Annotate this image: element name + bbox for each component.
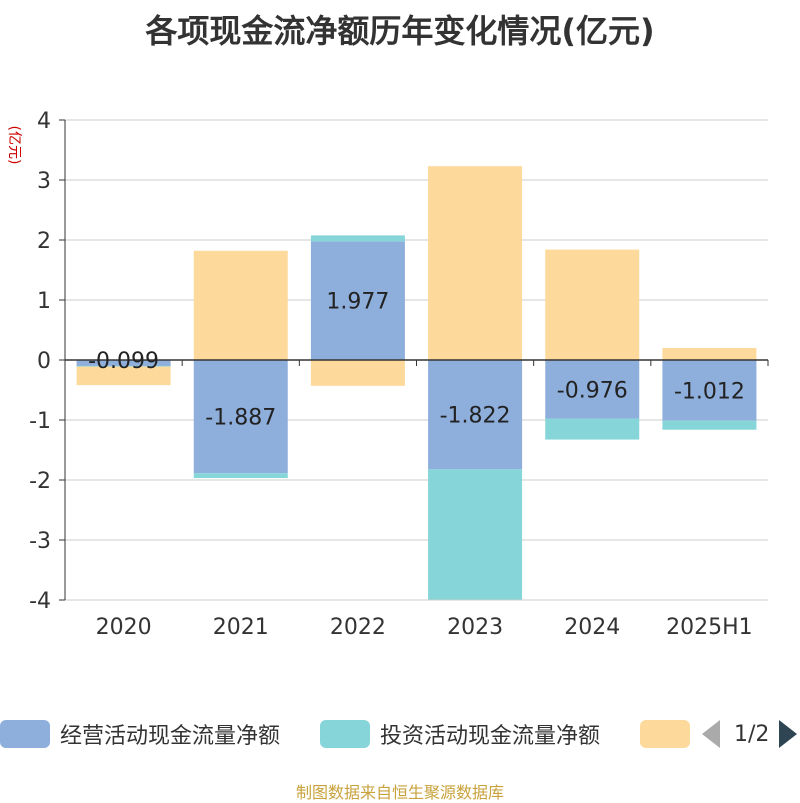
- x-tick-label: 2024: [564, 615, 620, 640]
- data-label: -0.099: [88, 349, 159, 374]
- bar-segment: [662, 348, 757, 360]
- bar-segment: [428, 360, 523, 470]
- y-tick-label: -1: [29, 409, 51, 434]
- bar-segment: [428, 469, 523, 600]
- legend-label: 经营活动现金流量净额: [60, 724, 281, 749]
- x-tick-label: 2023: [447, 615, 503, 640]
- legend-page-indicator: 1/2: [734, 721, 770, 747]
- y-tick-label: -3: [29, 529, 51, 554]
- y-axis-title: (亿元): [6, 126, 22, 165]
- legend-swatch: [320, 720, 370, 748]
- x-tick-label: 2022: [330, 615, 386, 640]
- legend-pager: 1/2: [700, 716, 800, 752]
- bar-segment: [310, 360, 405, 386]
- bar-segment: [76, 366, 171, 386]
- bar-segment: [662, 360, 757, 421]
- chart-title: 各项现金流净额历年变化情况(亿元): [145, 12, 655, 50]
- y-tick-label: 0: [37, 349, 51, 374]
- y-tick-label: -4: [29, 589, 51, 614]
- chart-legend: 经营活动现金流量净额 投资活动现金流量净额: [0, 716, 800, 752]
- data-label: -0.976: [557, 378, 628, 403]
- legend-item[interactable]: [640, 716, 690, 752]
- bar-segment: [310, 241, 405, 360]
- legend-swatch: [640, 720, 690, 748]
- bar-segment: [545, 360, 640, 419]
- stacked-bar-chart: 4 3 2 1 0 -1 -2 -3 -4 (亿元) -0.099 -1.887 1.977 -1.822…: [6, 109, 769, 640]
- legend-item[interactable]: 经营活动现金流量净额: [0, 716, 280, 752]
- legend-swatch: [0, 720, 50, 748]
- bar-segment: [193, 360, 288, 474]
- bar-segment: [193, 250, 288, 360]
- bar-segment: [310, 235, 405, 242]
- bar-segment: [76, 365, 171, 367]
- data-source-note: 制图数据来自恒生聚源数据库: [295, 783, 504, 802]
- bar-segment: [545, 249, 640, 360]
- x-tick-label: 2020: [96, 615, 152, 640]
- y-tick-label: 4: [37, 109, 51, 134]
- legend-label: 投资活动现金流量净额: [380, 724, 601, 749]
- legend-prev-icon[interactable]: [702, 720, 720, 748]
- y-tick-label: 2: [37, 229, 51, 254]
- x-tick-label: 2025H1: [666, 615, 753, 640]
- y-tick-label: 3: [37, 169, 51, 194]
- bar-segment: [545, 418, 640, 440]
- y-tick-label: -2: [29, 469, 51, 494]
- bar-segment: [662, 420, 757, 430]
- data-label: -1.012: [674, 379, 745, 404]
- legend-item[interactable]: 投资活动现金流量净额: [320, 716, 600, 752]
- legend-next-icon[interactable]: [779, 720, 798, 748]
- bar-segment: [428, 166, 523, 360]
- data-label: -1.887: [205, 406, 276, 431]
- data-label: 1.977: [326, 290, 389, 315]
- y-tick-label: 1: [37, 289, 51, 314]
- bar-segment: [76, 360, 171, 366]
- x-tick-label: 2021: [213, 615, 269, 640]
- bar-segment: [193, 473, 288, 479]
- data-label: -1.822: [440, 404, 511, 429]
